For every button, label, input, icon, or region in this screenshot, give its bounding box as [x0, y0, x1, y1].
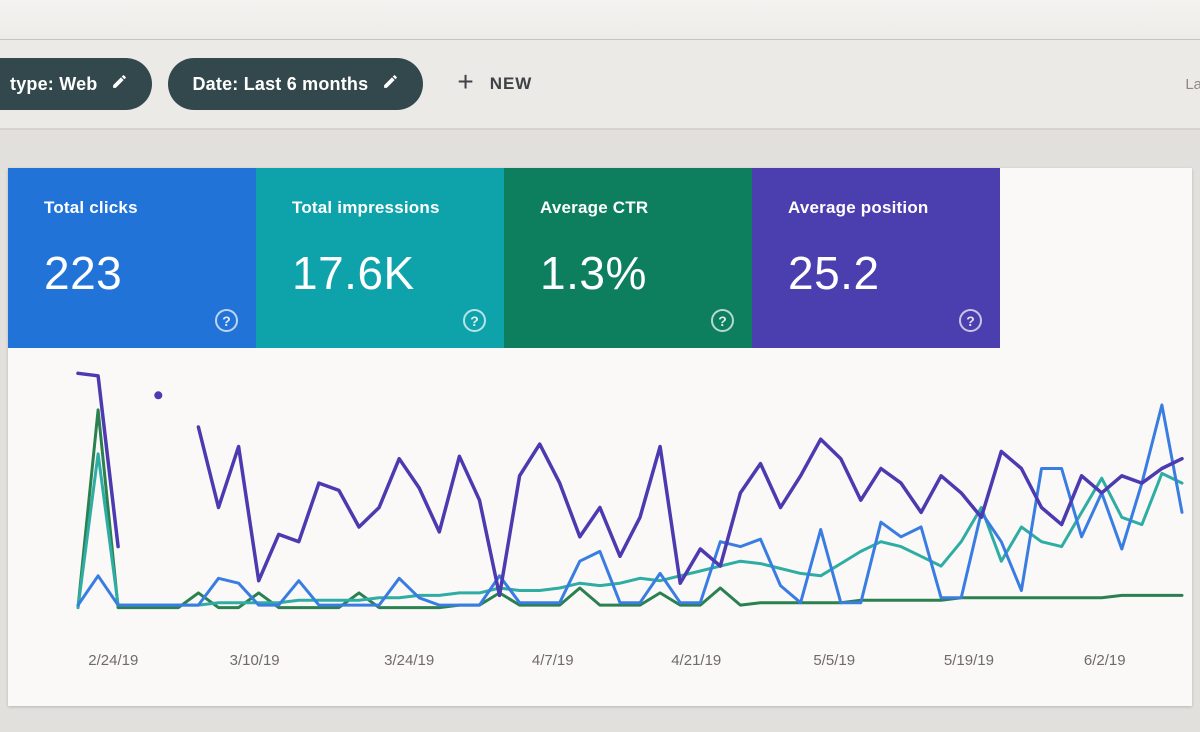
metric-value: 1.3%: [540, 247, 647, 299]
pencil-icon: [382, 73, 399, 95]
metric-card-total-clicks[interactable]: Total clicks 223 ?: [8, 168, 256, 348]
new-filter-label: NEW: [489, 74, 533, 93]
plus-icon: +: [457, 66, 474, 97]
help-icon[interactable]: ?: [463, 309, 486, 332]
last-updated-partial-text: La: [1185, 75, 1200, 93]
new-filter-button[interactable]: + NEW: [457, 66, 533, 98]
filter-chip-label: Date: Last 6 months: [192, 73, 369, 94]
chart-canvas: [76, 371, 1184, 610]
filter-chip-date-range[interactable]: Date: Last 6 months: [168, 58, 424, 110]
window-top-strip: [0, 0, 1200, 40]
metric-label: Average position: [788, 198, 929, 217]
metric-card-average-position[interactable]: Average position 25.2 ?: [752, 168, 1000, 348]
pencil-icon: [111, 73, 128, 95]
x-axis-tick-label: 4/7/19: [531, 652, 574, 669]
performance-line-chart[interactable]: 2/24/19 3/10/19 3/24/19 4/7/19 4/21/19 5/5/19…: [8, 348, 1192, 706]
metric-card-average-ctr[interactable]: Average CTR 1.3% ?: [504, 168, 752, 348]
metric-cards-row: Total clicks 223 ? Total impressions 17.…: [8, 168, 1000, 348]
x-axis-tick-label: 2/24/19: [88, 652, 139, 669]
metric-label: Total impressions: [292, 198, 440, 217]
help-icon[interactable]: ?: [711, 309, 734, 332]
x-axis-tick-label: 3/10/19: [229, 652, 280, 669]
help-icon[interactable]: ?: [215, 309, 238, 332]
metric-value: 223: [44, 247, 123, 299]
x-axis-labels: 2/24/19 3/10/19 3/24/19 4/7/19 4/21/19 5/5/19…: [8, 652, 1192, 672]
performance-panel: Total clicks 223 ? Total impressions 17.…: [8, 168, 1192, 706]
x-axis-tick-label: 6/2/19: [1083, 652, 1126, 669]
metric-label: Total clicks: [44, 198, 138, 217]
filter-chip-search-type[interactable]: type: Web: [0, 58, 153, 110]
report-content: Total clicks 223 ? Total impressions 17.…: [0, 130, 1200, 732]
metric-value: 17.6K: [292, 247, 415, 299]
x-axis-tick-label: 5/19/19: [943, 652, 994, 669]
metric-label: Average CTR: [540, 198, 649, 217]
filter-toolbar: type: Web Date: Last 6 months + NEW La: [0, 40, 1200, 130]
x-axis-tick-label: 5/5/19: [813, 652, 856, 669]
filter-chip-label: type: Web: [10, 73, 98, 94]
x-axis-tick-label: 4/21/19: [671, 652, 722, 669]
metric-value: 25.2: [788, 247, 880, 299]
x-axis-tick-label: 3/24/19: [384, 652, 435, 669]
help-icon[interactable]: ?: [959, 309, 982, 332]
metric-card-total-impressions[interactable]: Total impressions 17.6K ?: [256, 168, 504, 348]
